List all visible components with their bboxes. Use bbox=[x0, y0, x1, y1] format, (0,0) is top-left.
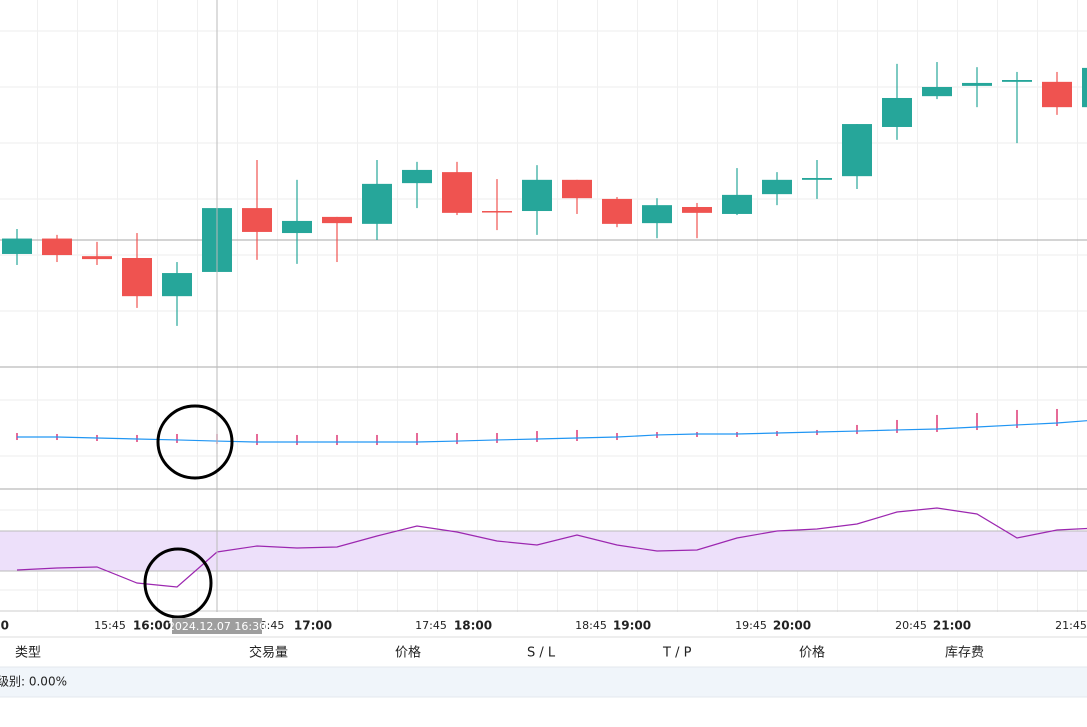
annotation-circle bbox=[143, 547, 213, 619]
candle-body bbox=[562, 179, 592, 199]
candle-body bbox=[882, 97, 912, 127]
footer-text: 级别: 0.00% bbox=[0, 675, 67, 689]
time-label: 20:45 bbox=[895, 619, 927, 632]
time-label: 19:00 bbox=[613, 619, 651, 633]
column-header: T / P bbox=[662, 646, 692, 661]
candle-body bbox=[2, 238, 32, 254]
candle-body bbox=[322, 216, 352, 224]
candle-body bbox=[522, 179, 552, 212]
column-header: 价格 bbox=[395, 645, 421, 661]
time-label: 21:00 bbox=[933, 619, 971, 633]
time-label: 00 bbox=[0, 619, 9, 633]
candle-body bbox=[722, 194, 752, 214]
candle-body bbox=[802, 177, 832, 180]
candle-body bbox=[682, 206, 712, 213]
candle-body bbox=[482, 211, 512, 213]
time-label: 16:00 bbox=[133, 619, 171, 633]
time-label: 18:45 bbox=[575, 619, 607, 632]
time-label: 19:45 bbox=[735, 619, 767, 632]
footer-row bbox=[0, 667, 1087, 697]
candle-body bbox=[442, 172, 472, 213]
time-label: 20:00 bbox=[773, 619, 811, 633]
grid bbox=[0, 0, 1087, 612]
crosshair-label-bg bbox=[172, 618, 262, 634]
candle-body bbox=[122, 258, 152, 297]
candle-body bbox=[1082, 67, 1087, 108]
time-label: 6:45 bbox=[260, 619, 285, 632]
column-header: 类型 bbox=[15, 646, 41, 661]
candle-body bbox=[242, 208, 272, 232]
candle-body bbox=[842, 124, 872, 177]
table-header: 类型 交易量 价格 S / L T / P 价格 库存费 bbox=[15, 645, 984, 661]
candle-body bbox=[42, 238, 72, 256]
column-header: 交易量 bbox=[249, 645, 288, 661]
candle-body bbox=[1002, 80, 1032, 82]
indicator-line bbox=[17, 420, 1087, 443]
time-label: 17:00 bbox=[294, 619, 332, 633]
band bbox=[0, 531, 1087, 571]
crosshair-label: 2024.12.07 16:30 bbox=[168, 620, 266, 633]
candle-body bbox=[402, 169, 432, 184]
column-header: 库存费 bbox=[945, 645, 984, 661]
annotation-circle bbox=[156, 404, 234, 480]
time-axis: 00 15:45 16:00 6:45 17:00 17:45 18:00 18:45 19:0… bbox=[0, 619, 1087, 633]
column-header: S / L bbox=[527, 646, 556, 661]
time-label: 17:45 bbox=[415, 619, 447, 632]
time-label: 21:45 bbox=[1055, 619, 1087, 632]
indicator-line bbox=[16, 507, 1087, 588]
time-label: 15:45 bbox=[94, 619, 126, 632]
candle-body bbox=[362, 183, 392, 224]
candle-body bbox=[962, 82, 992, 86]
candle-body bbox=[282, 220, 312, 234]
candle-body bbox=[162, 273, 192, 297]
candle-body bbox=[602, 198, 632, 224]
candle-body bbox=[762, 179, 792, 195]
time-label: 18:00 bbox=[454, 619, 492, 633]
candle-body bbox=[1042, 81, 1072, 108]
candle-body bbox=[642, 205, 672, 224]
column-header: 价格 bbox=[799, 645, 825, 661]
candle-body bbox=[82, 256, 112, 260]
candle-body bbox=[922, 86, 952, 97]
